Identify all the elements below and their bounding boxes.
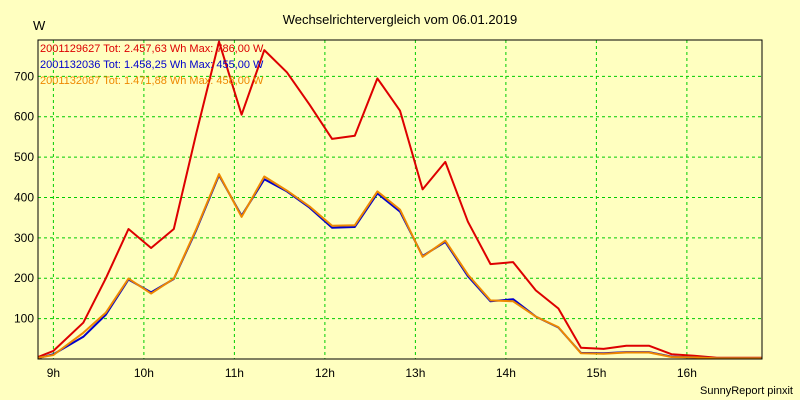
legend: 2001129627 Tot: 2.457,63 Wh Max: 786,00 … <box>40 43 264 87</box>
footer-credit: SunnyReport pinxit <box>700 385 793 397</box>
legend-entry-2001132036: 2001132036 Tot: 1.458,25 Wh Max: 455,00 … <box>40 59 264 71</box>
y-tick-label: 700 <box>14 69 34 83</box>
y-tick-label: 100 <box>14 312 34 326</box>
x-tick-label: 15h <box>586 366 606 380</box>
series-lines <box>37 40 762 360</box>
series-line-2001132087 <box>37 173 762 360</box>
chart-title: Wechselrichtervergleich vom 06.01.2019 <box>283 12 518 27</box>
legend-entry-2001129627: 2001129627 Tot: 2.457,63 Wh Max: 786,00 … <box>40 43 264 55</box>
y-axis-label: W <box>33 18 46 33</box>
y-tick-label: 600 <box>14 110 34 124</box>
y-tick-label: 500 <box>14 150 34 164</box>
legend-entry-2001132087: 2001132087 Tot: 1.471,88 Wh Max: 458,00 … <box>40 75 264 87</box>
axes: 100 200 300 400 500 600 700 9h 10h 11h 12h 13h 14h 15… <box>14 39 763 380</box>
y-tick-label: 400 <box>14 190 34 204</box>
plot-frame <box>37 39 763 360</box>
series-line-2001129627 <box>37 40 762 359</box>
x-tick-label: 9h <box>47 366 60 380</box>
y-tick-label: 300 <box>14 231 34 245</box>
x-tick-label: 12h <box>315 366 335 380</box>
x-tick-label: 10h <box>134 366 154 380</box>
x-tick-label: 11h <box>225 366 244 380</box>
x-tick-label: 14h <box>496 366 516 380</box>
x-tick-label: 16h <box>677 366 697 380</box>
y-tick-label: 200 <box>14 271 34 285</box>
x-tick-label: 13h <box>405 366 425 380</box>
grid <box>38 40 762 359</box>
